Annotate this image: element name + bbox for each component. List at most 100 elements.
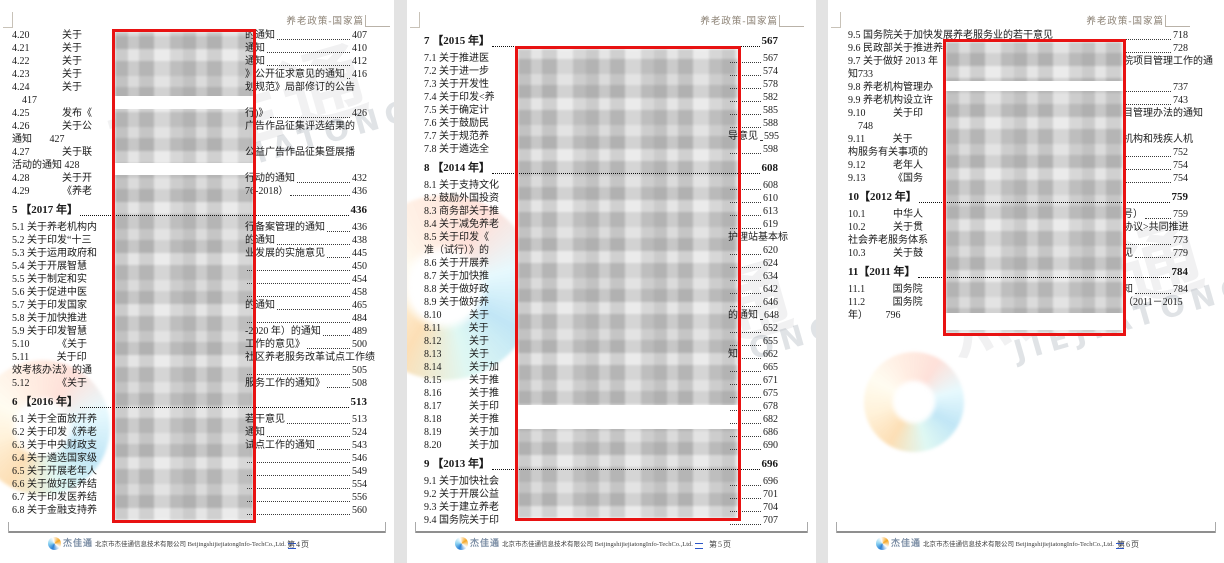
- toc-entry-tail: 见 779: [1123, 247, 1188, 260]
- toc-row: 8.12 关于 655: [424, 335, 778, 348]
- toc-row: 9.3 关于建立养老 704: [424, 501, 778, 514]
- toc-page-number: 690: [763, 440, 778, 451]
- toc-page-number: 678: [763, 401, 778, 412]
- toc-row: 5.3 关于运用政府和 业发展的实施意见 445: [12, 247, 367, 260]
- toc-entry-tail-text: 的通知: [245, 300, 275, 311]
- toc-entry-text: 5.4 关于开展智慧: [12, 261, 87, 272]
- toc-row: 5.11 关于印 社区养老服务改革试点工作绩: [12, 351, 375, 364]
- dot-leader: [730, 436, 761, 437]
- toc-row: 9.12 老年人 754: [848, 159, 1188, 172]
- company-logo-icon: [455, 537, 468, 550]
- dot-leader: [492, 173, 760, 174]
- dot-leader: [730, 127, 761, 128]
- dot-leader: [247, 270, 350, 271]
- redaction-white-gap: [518, 405, 738, 429]
- toc-entry-text: 5 【2017 年】: [12, 204, 78, 216]
- toc-entry-tail-text: 社区养老服务改革试点工作绩: [245, 352, 375, 363]
- dot-leader: [277, 244, 350, 245]
- toc-row: 4.20 关于 的通知 407: [12, 29, 367, 42]
- toc-page-number: 686: [763, 427, 778, 438]
- toc-row: 6.8 关于金融支持养 560: [12, 504, 367, 517]
- dot-leader: [327, 257, 350, 258]
- toc-entry-tail: 619: [728, 218, 778, 231]
- redaction-white-gap: [115, 96, 253, 109]
- toc-page-number: 707: [763, 515, 778, 526]
- toc-row: 748: [848, 120, 1188, 133]
- toc-entry-tail: 服务工作的通知》 508: [245, 377, 367, 390]
- toc-entry-tail: 的通知 438: [245, 234, 367, 247]
- dot-leader: [740, 358, 761, 359]
- toc-page-number: 582: [763, 92, 778, 103]
- toc-row: 5.8 关于加快推进 484: [12, 312, 367, 325]
- toc-entry-tail: 743: [1123, 94, 1188, 107]
- toc-page-number: 759: [1173, 209, 1188, 220]
- dot-leader: [730, 202, 761, 203]
- dot-leader: [730, 189, 761, 190]
- dot-leader: [290, 195, 350, 196]
- dot-leader: [730, 254, 761, 255]
- toc-page-number: 642: [763, 284, 778, 295]
- toc-entry-text: 4.29 《养老: [12, 186, 92, 197]
- dot-leader: [247, 322, 350, 323]
- toc-entry-tail-text: 号）: [1123, 209, 1143, 220]
- toc-entry-tail: 560: [245, 504, 367, 517]
- toc-entry-continuation-text: 年） 796: [848, 310, 901, 321]
- toc-page-number: 737: [1173, 82, 1188, 93]
- toc-page-number: 432: [352, 173, 367, 184]
- toc-entry-text: 6 【2016 年】: [12, 396, 78, 408]
- toc-entry-text: 6.6 关于做好医养结: [12, 479, 97, 490]
- toc-entry-tail-text: -2020 年）的通知: [245, 326, 321, 337]
- toc-row: 5.1 关于养老机构内 行备案管理的通知 436: [12, 221, 367, 234]
- toc-entry-tail: 588: [728, 117, 778, 130]
- toc-page-number: 554: [352, 479, 367, 490]
- dot-leader: [730, 371, 761, 372]
- toc-entry-tail: 574: [728, 65, 778, 78]
- toc-entry-tail: 行)》 426: [245, 107, 367, 120]
- margin-crop-mark-top-left: [3, 12, 13, 28]
- hyperlink-underline-mark: [287, 543, 296, 549]
- toc-entry-tail: 院项目管理工作的通: [1123, 55, 1213, 68]
- toc-entry-text: 8.15 关于推: [424, 375, 499, 386]
- dot-leader: [730, 267, 761, 268]
- hyperlink-underline-mark: [694, 543, 703, 549]
- document-page-2: 养老政策-国家篇 7 【2015 年】 567 7.1 关于推进医 567 7.2 关于…: [407, 0, 816, 563]
- toc-entry-tail: 696: [728, 475, 778, 488]
- toc-page-number: 454: [352, 274, 367, 285]
- toc-entry-tail: 的通知 407: [245, 29, 367, 42]
- toc-entry-text: 4.20 关于: [12, 30, 82, 41]
- toc-page-number: 508: [352, 378, 367, 389]
- toc-row: 9.1 关于加快社会 696: [424, 475, 778, 488]
- toc-row: 5.6 关于促进中医 458: [12, 286, 367, 299]
- toc-entry-tail: 目管理办法的通知: [1123, 107, 1203, 120]
- toc-entry-text: 10.1 中华人: [848, 209, 923, 220]
- toc-entry-text: 8.20 关于加: [424, 440, 499, 451]
- margin-crop-mark-top-left: [831, 12, 841, 28]
- toc-page-number: 513: [350, 396, 368, 408]
- footer-crop-mark-right: [385, 522, 386, 533]
- toc-entry-continuation-text: 417: [12, 95, 37, 106]
- toc-page-number: 578: [763, 79, 778, 90]
- company-name-text: 北京市杰佳通信息技术有限公司 BeijingshijiejiatongInfo-…: [95, 541, 286, 548]
- toc-entry-tail: 634: [728, 270, 778, 283]
- toc-row: 7.1 关于推进医 567: [424, 52, 778, 65]
- toc-row: 6.1 关于全面放开养 若干意见 513: [12, 413, 367, 426]
- toc-page-number: 682: [763, 414, 778, 425]
- toc-row: 9.8 养老机构管理办 737: [848, 81, 1188, 94]
- toc-page-number: 560: [352, 505, 367, 516]
- toc-entry-tail-text: 见: [1123, 248, 1133, 259]
- toc-entry-text: 5.11 关于印: [12, 352, 87, 363]
- toc-entry-tail: 的通知 648: [728, 309, 779, 322]
- toc-entry-text: 6.5 关于开展老年人: [12, 466, 97, 477]
- toc-entry-tail: 646: [728, 296, 778, 309]
- dot-leader: [730, 75, 761, 76]
- blurred-redacted-region: [115, 32, 253, 520]
- toc-row: 7.4 关于印发<养 582: [424, 91, 778, 104]
- toc-page-number: 410: [352, 43, 367, 54]
- toc-entry-text: 9 【2013 年】: [424, 458, 490, 470]
- toc-section-header: 5 【2017 年】 436: [12, 203, 367, 218]
- dot-leader: [730, 332, 761, 333]
- toc-entry-tail: 知 784: [1123, 283, 1188, 296]
- toc-page-number: 513: [352, 414, 367, 425]
- dot-leader: [1125, 182, 1171, 183]
- toc-page-number: 784: [1173, 284, 1188, 295]
